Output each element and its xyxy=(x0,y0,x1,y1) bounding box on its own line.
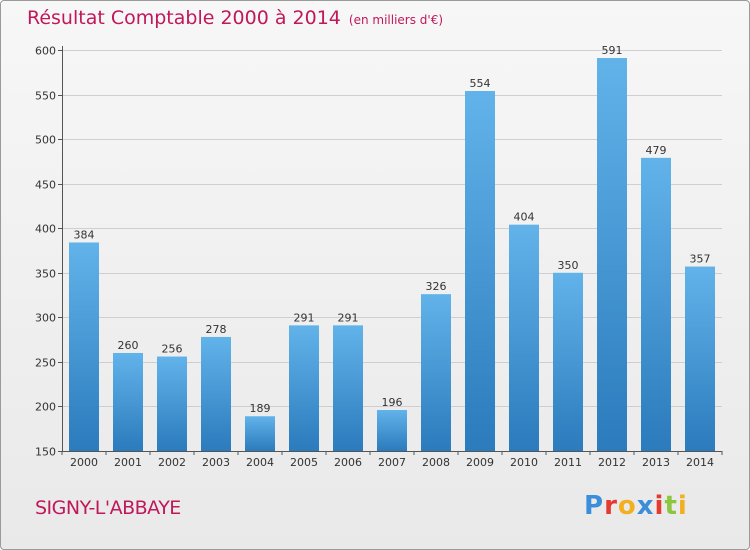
x-tick-label: 2012 xyxy=(598,456,626,469)
data-label: 350 xyxy=(558,259,579,272)
y-tick-label: 200 xyxy=(35,401,56,414)
bar xyxy=(421,294,451,451)
data-label: 291 xyxy=(294,311,315,324)
bars xyxy=(69,58,715,452)
y-tick-label: 450 xyxy=(35,179,56,192)
bar xyxy=(157,356,187,451)
data-label: 384 xyxy=(74,228,95,241)
y-tick-label: 550 xyxy=(35,90,56,103)
logo-letter: i xyxy=(654,491,665,521)
data-label: 189 xyxy=(250,402,271,415)
bar xyxy=(201,336,231,451)
data-label: 260 xyxy=(118,339,139,352)
bar xyxy=(509,224,539,451)
bar xyxy=(465,90,495,451)
chart-subtitle: (en milliers d'€) xyxy=(348,13,444,27)
logo-letter: o xyxy=(617,491,637,521)
x-tick-label: 2004 xyxy=(246,456,274,469)
data-label: 256 xyxy=(162,343,183,356)
bar xyxy=(69,242,99,451)
data-label: 591 xyxy=(602,44,623,57)
logo-letter: t xyxy=(664,491,678,521)
x-tick-label: 2006 xyxy=(334,456,362,469)
x-tick-label: 2000 xyxy=(70,456,98,469)
bar xyxy=(553,272,583,451)
y-tick-label: 500 xyxy=(35,134,56,147)
data-label: 278 xyxy=(206,323,227,336)
y-tick-label: 150 xyxy=(35,446,56,459)
data-label: 357 xyxy=(690,253,711,266)
x-tick-label: 2008 xyxy=(422,456,450,469)
x-tick-label: 2001 xyxy=(114,456,142,469)
logo-letter: x xyxy=(636,491,655,521)
title-text: Résultat Comptable 2000 à 2014 xyxy=(27,7,341,29)
x-tick-label: 2014 xyxy=(686,456,714,469)
proxiti-logo[interactable]: Proxiti xyxy=(584,491,688,521)
bar xyxy=(333,325,363,451)
logo-letter: i xyxy=(677,491,688,521)
chart-title: Résultat Comptable 2000 à 2014 (en millie… xyxy=(27,7,443,29)
bar xyxy=(685,266,715,451)
bar xyxy=(245,416,275,451)
x-tick-label: 2007 xyxy=(378,456,406,469)
bar xyxy=(641,157,671,451)
y-tick-label: 600 xyxy=(35,45,56,58)
axes xyxy=(58,46,723,455)
y-tick-label: 300 xyxy=(35,312,56,325)
bar xyxy=(113,352,143,451)
logo-letter: P xyxy=(584,491,605,521)
data-label: 404 xyxy=(514,211,535,224)
location-label: SIGNY-L'ABBAYE xyxy=(35,497,181,519)
data-label: 554 xyxy=(470,77,491,90)
bar xyxy=(289,325,319,451)
x-tick-label: 2011 xyxy=(554,456,582,469)
x-tick-label: 2002 xyxy=(158,456,186,469)
bar xyxy=(597,58,627,452)
x-tick-label: 2005 xyxy=(290,456,318,469)
data-label: 196 xyxy=(382,396,403,409)
data-label: 291 xyxy=(338,311,359,324)
data-label: 326 xyxy=(426,280,447,293)
labels: 150 200 250 300 350 400 450 500 550 600 384 2000 260… xyxy=(35,44,714,469)
x-tick-label: 2003 xyxy=(202,456,230,469)
y-tick-label: 400 xyxy=(35,223,56,236)
data-label: 479 xyxy=(646,144,667,157)
x-tick-label: 2013 xyxy=(642,456,670,469)
y-tick-label: 350 xyxy=(35,268,56,281)
logo-letter: r xyxy=(604,491,618,521)
x-tick-label: 2009 xyxy=(466,456,494,469)
x-tick-label: 2010 xyxy=(510,456,538,469)
y-tick-label: 250 xyxy=(35,357,56,370)
bar xyxy=(377,410,407,451)
